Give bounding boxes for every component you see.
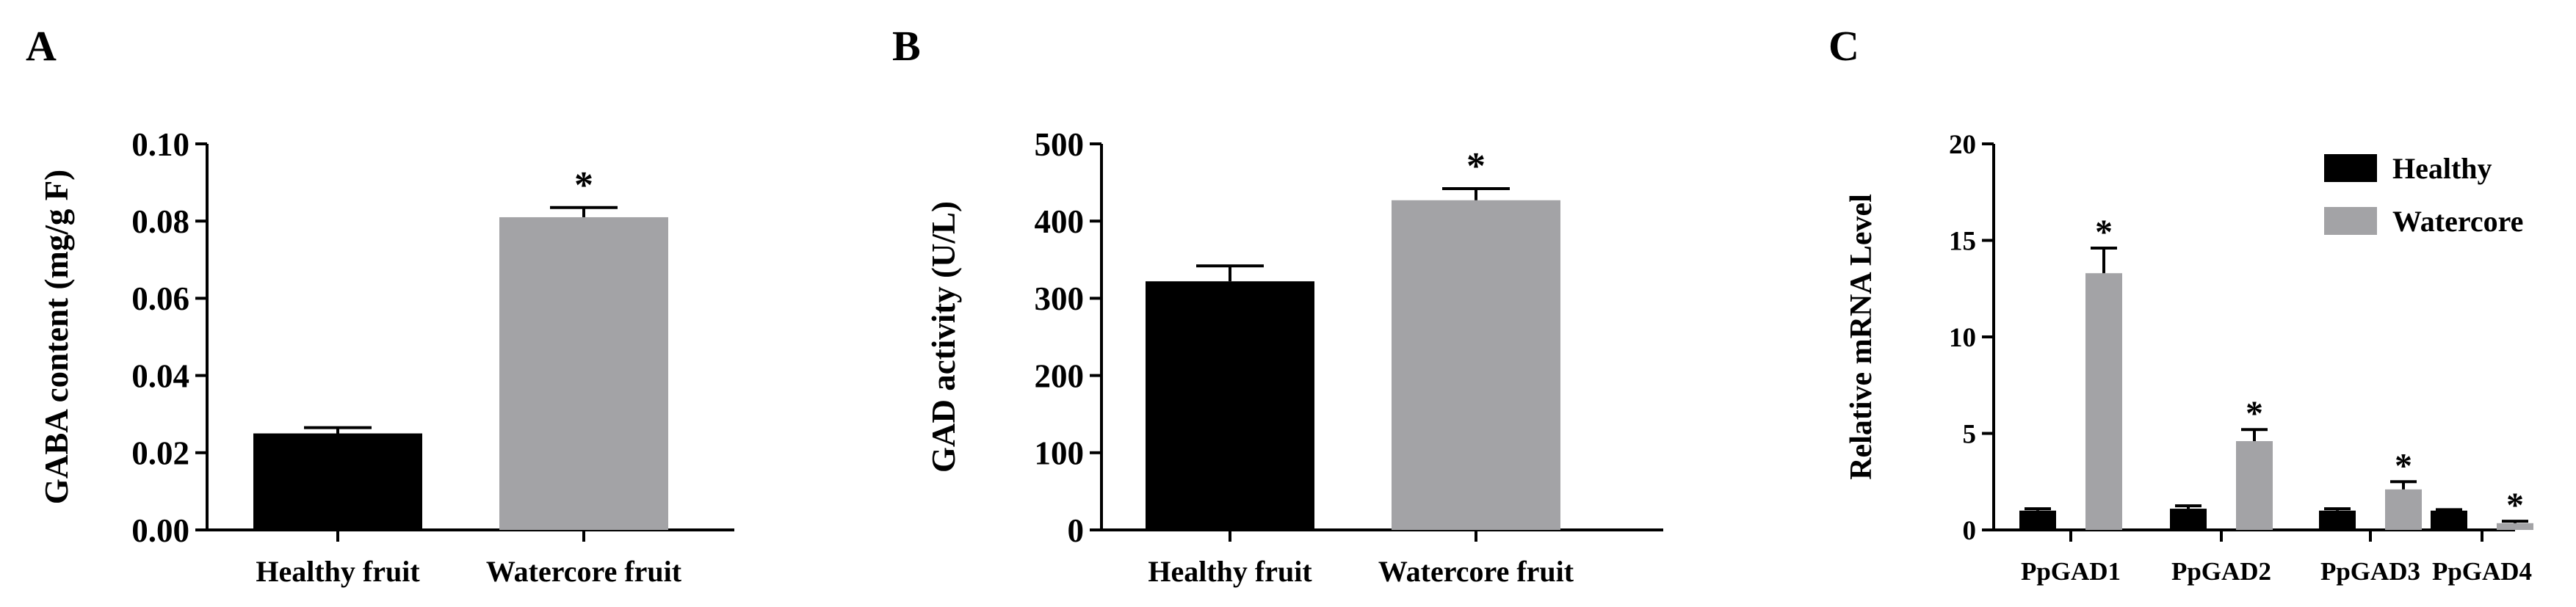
legend-swatch-watercore (2324, 207, 2377, 235)
y-axis-label: GAD activity (U/L) (925, 201, 962, 473)
y-tick-label: 0 (1963, 516, 1977, 546)
y-tick-label: 20 (1949, 130, 1976, 160)
significance-marker: * (2095, 213, 2113, 252)
y-tick-label: 0.02 (131, 435, 189, 472)
panel-label: C (1828, 22, 1859, 70)
x-tick-label: Watercore fruit (486, 555, 682, 588)
bar-healthy-ppgad2 (2170, 509, 2207, 530)
x-tick-label: PpGAD1 (2021, 557, 2121, 586)
panel-b: B 0 100 200 300 400 500 GAD activity (U/L) Healt… (892, 22, 1663, 588)
bar-watercore-ppgad4 (2497, 523, 2533, 530)
bar-healthy-fruit (253, 433, 422, 530)
y-tick-label: 5 (1963, 419, 1977, 449)
bar-watercore-fruit (499, 217, 668, 530)
x-tick-label: Healthy fruit (256, 555, 420, 588)
significance-marker: * (2395, 446, 2412, 485)
bar-healthy-ppgad4 (2431, 510, 2467, 530)
y-tick-label: 0.04 (131, 357, 189, 394)
x-tick-label: PpGAD2 (2171, 557, 2271, 586)
significance-marker: * (1466, 145, 1486, 187)
y-tick-label: 500 (1035, 126, 1085, 163)
y-tick-label: 200 (1035, 357, 1085, 394)
bar-watercore-ppgad3 (2385, 489, 2422, 530)
panel-label: B (892, 22, 921, 70)
bar-watercore-ppgad1 (2085, 273, 2122, 530)
significance-marker: * (574, 164, 593, 206)
legend-label-watercore: Watercore (2392, 205, 2523, 238)
bar-watercore-ppgad2 (2236, 441, 2273, 530)
bar-healthy-ppgad1 (2019, 510, 2056, 530)
significance-marker: * (2506, 486, 2524, 525)
bar-watercore-fruit (1392, 200, 1560, 530)
significance-marker: * (2246, 394, 2263, 433)
y-axis-label: GABA content (mg/g F) (38, 170, 75, 504)
y-tick-label: 100 (1035, 435, 1085, 472)
legend-label-healthy: Healthy (2392, 152, 2492, 185)
x-tick-label: PpGAD4 (2432, 557, 2532, 586)
legend: Healthy Watercore (2324, 152, 2523, 238)
y-tick-label: 10 (1949, 323, 1976, 353)
panel-c: C 0 5 10 15 20 Relative mRNA Level * PpGAD1 * PpGA… (1828, 22, 2533, 586)
y-tick-label: 0.06 (131, 280, 189, 317)
y-tick-label: 0 (1068, 512, 1085, 549)
y-tick-label: 300 (1035, 280, 1085, 317)
y-tick-label: 15 (1949, 226, 1976, 256)
panel-a: A 0.00 0.02 0.04 0.06 0.08 0.10 GABA content (m… (26, 22, 734, 588)
y-axis-label: Relative mRNA Level (1845, 194, 1878, 480)
bar-healthy-fruit (1146, 281, 1314, 530)
y-tick-label: 0.00 (131, 512, 189, 549)
bar-healthy-ppgad3 (2319, 510, 2356, 530)
y-tick-label: 400 (1035, 203, 1085, 240)
y-tick-label: 0.10 (131, 126, 189, 163)
legend-swatch-healthy (2324, 154, 2377, 182)
x-tick-label: PpGAD3 (2320, 557, 2420, 586)
y-tick-label: 0.08 (131, 203, 189, 240)
panel-label: A (26, 22, 57, 70)
x-tick-label: Healthy fruit (1148, 555, 1312, 588)
x-tick-label: Watercore fruit (1378, 555, 1574, 588)
